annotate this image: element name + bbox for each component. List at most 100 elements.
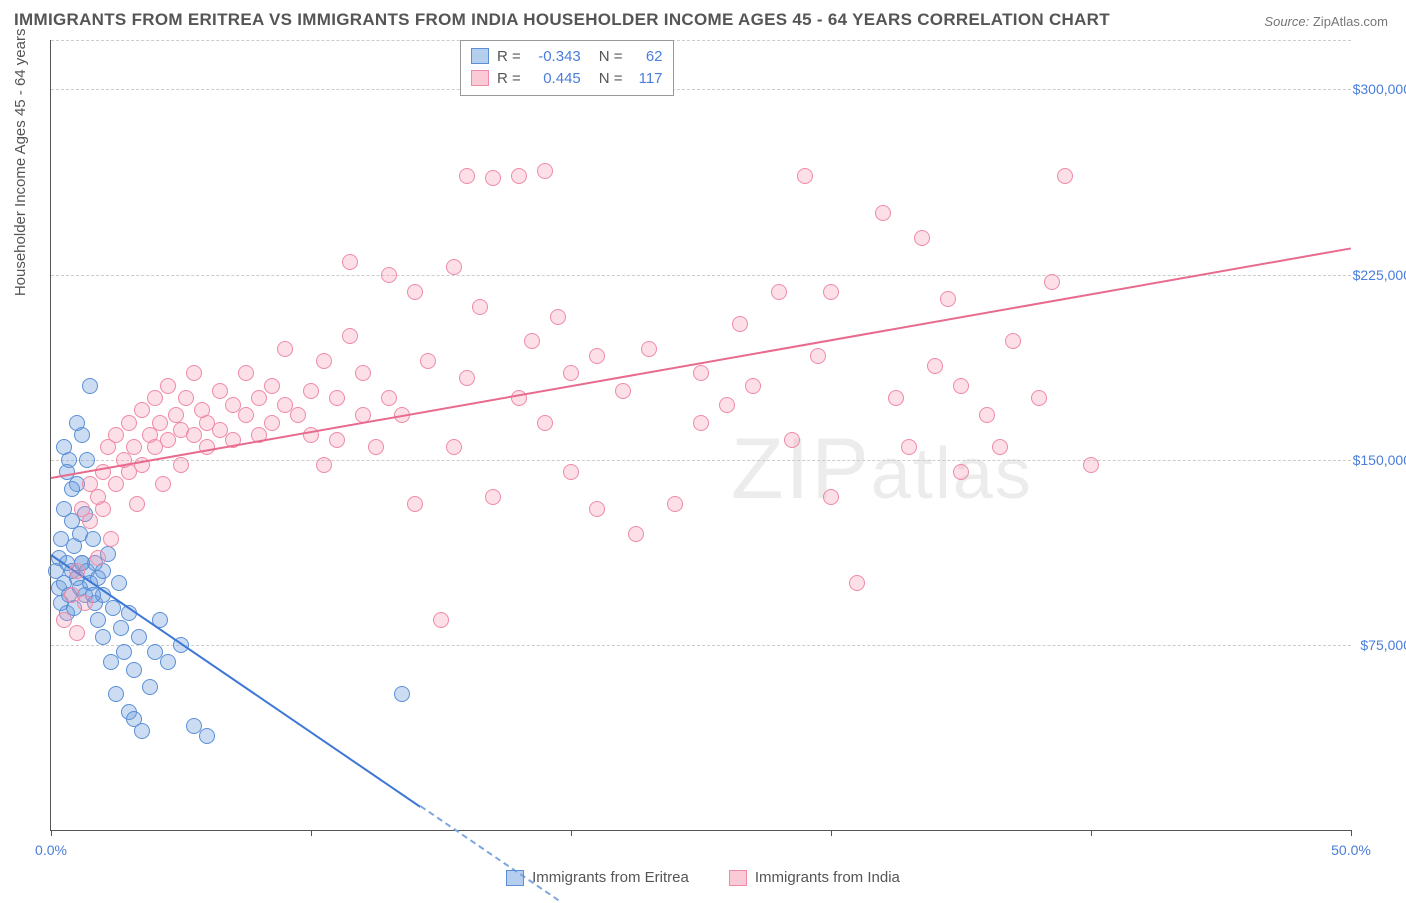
gridline [51,89,1351,90]
data-point [355,365,371,381]
series-name: Immigrants from Eritrea [532,869,689,886]
data-point [95,629,111,645]
y-axis-label: Householder Income Ages 45 - 64 years [12,29,29,297]
legend-item: Immigrants from Eritrea [506,869,689,886]
data-point [155,476,171,492]
data-point [563,464,579,480]
data-point [784,432,800,448]
data-point [238,407,254,423]
data-point [511,168,527,184]
data-point [446,259,462,275]
data-point [251,390,267,406]
data-point [186,427,202,443]
x-tick-label: 0.0% [35,842,67,858]
data-point [823,489,839,505]
source-attribution: Source: ZipAtlas.com [1264,14,1388,29]
data-point [69,625,85,641]
data-point [126,711,142,727]
data-point [108,427,124,443]
data-point [407,284,423,300]
chart-title: IMMIGRANTS FROM ERITREA VS IMMIGRANTS FR… [14,10,1110,30]
swatch-icon [729,870,747,886]
data-point [90,550,106,566]
data-point [121,415,137,431]
data-point [264,378,280,394]
data-point [95,501,111,517]
data-point [129,496,145,512]
trend-line [50,554,420,807]
r-value: 0.445 [529,70,581,87]
data-point [186,365,202,381]
data-point [992,439,1008,455]
data-point [173,457,189,473]
data-point [56,439,72,455]
data-point [537,163,553,179]
data-point [69,563,85,579]
data-point [147,390,163,406]
data-point [667,496,683,512]
data-point [152,415,168,431]
data-point [329,390,345,406]
legend-row: R = -0.343 N = 62 [471,45,663,67]
data-point [368,439,384,455]
y-tick-label: $300,000 [1331,81,1406,97]
data-point [394,686,410,702]
r-value: -0.343 [529,48,581,65]
data-point [485,489,501,505]
data-point [316,353,332,369]
data-point [131,629,147,645]
data-point [446,439,462,455]
data-point [238,365,254,381]
data-point [420,353,436,369]
n-label: N = [599,70,623,87]
data-point [693,415,709,431]
source-label: Source: [1264,14,1309,29]
data-point [90,612,106,628]
data-point [82,378,98,394]
data-point [901,439,917,455]
n-label: N = [599,48,623,65]
r-label: R = [497,48,521,65]
data-point [433,612,449,628]
swatch-icon [471,48,489,64]
data-point [316,457,332,473]
y-tick-label: $225,000 [1331,267,1406,283]
data-point [589,501,605,517]
data-point [849,575,865,591]
data-point [693,365,709,381]
data-point [537,415,553,431]
gridline [51,460,1351,461]
data-point [485,170,501,186]
data-point [160,654,176,670]
x-tick-mark [51,830,52,836]
data-point [82,513,98,529]
data-point [979,407,995,423]
data-point [56,612,72,628]
data-point [641,341,657,357]
data-point [459,370,475,386]
data-point [342,328,358,344]
watermark: ZIPatlas [731,420,1033,519]
data-point [85,531,101,547]
data-point [290,407,306,423]
data-point [126,439,142,455]
data-point [59,464,75,480]
data-point [550,309,566,325]
data-point [1031,390,1047,406]
data-point [628,526,644,542]
data-point [459,168,475,184]
y-tick-label: $75,000 [1331,637,1406,653]
data-point [953,464,969,480]
data-point [1044,274,1060,290]
data-point [927,358,943,374]
n-value: 117 [631,70,663,87]
data-point [1083,457,1099,473]
data-point [116,644,132,660]
data-point [178,390,194,406]
data-point [134,402,150,418]
data-point [875,205,891,221]
data-point [111,575,127,591]
scatter-chart: ZIPatlas $75,000$150,000$225,000$300,000… [50,40,1351,831]
x-tick-label: 50.0% [1331,842,1371,858]
data-point [79,452,95,468]
